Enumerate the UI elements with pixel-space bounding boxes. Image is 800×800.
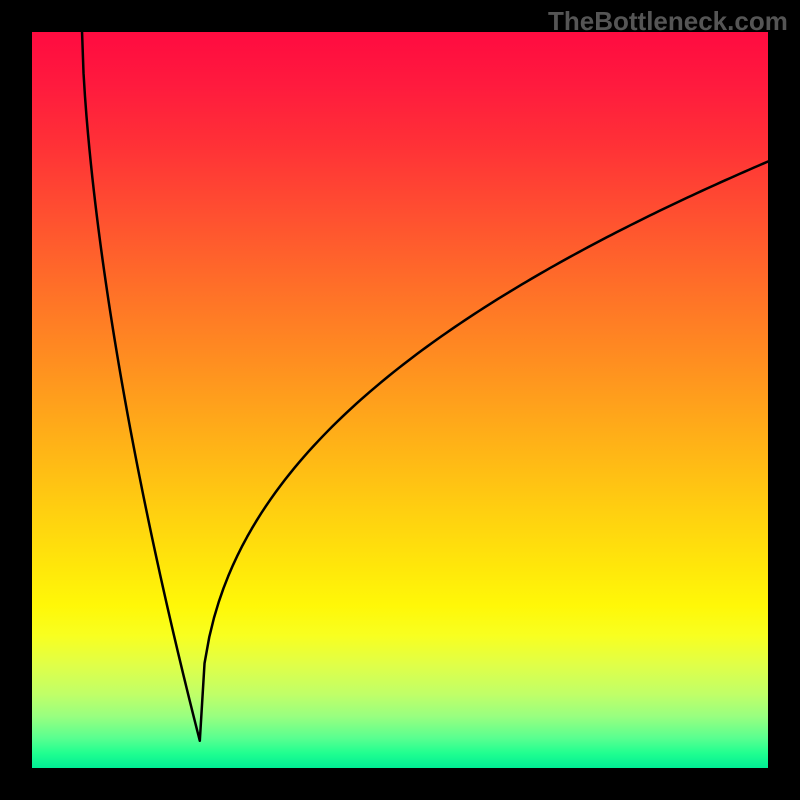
chart-frame: TheBottleneck.com bbox=[0, 0, 800, 800]
bottleneck-curve bbox=[82, 32, 768, 741]
plot-area bbox=[32, 32, 768, 768]
curve-layer bbox=[32, 32, 768, 768]
watermark-text: TheBottleneck.com bbox=[548, 6, 788, 37]
